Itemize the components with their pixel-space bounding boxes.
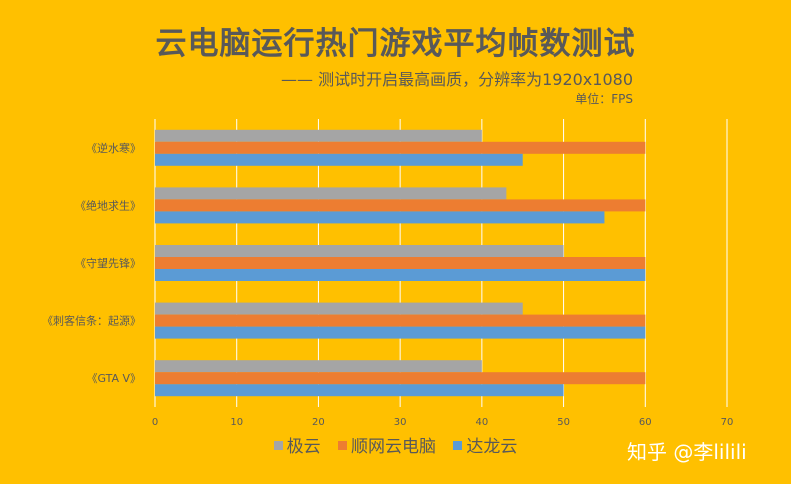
legend-label: 达龙云 [466,437,518,457]
legend-swatch [338,440,347,450]
x-tick-label: 50 [557,417,570,428]
chart-title: 云电脑运行热门游戏平均帧数测试 [155,26,636,62]
bar [155,302,523,315]
category-label: 《绝地求生》 [75,198,141,212]
bar [155,141,646,154]
bar [155,257,646,269]
category-label: 《守望先锋》 [75,256,141,270]
bar [155,360,482,373]
x-tick-label: 60 [639,417,652,428]
x-tick-label: 70 [721,417,734,428]
bar [155,245,564,257]
bar [155,269,646,281]
bar [155,199,646,212]
bar [155,314,646,327]
bar [155,326,646,339]
legend-swatch [453,440,463,450]
category-label: 《刺客信条：起源》 [42,314,141,328]
bar [155,372,646,385]
legend-label: 极云 [286,437,321,457]
chart-subtitle: —— 测试时开启最高画质，分辨率为1920x1080 [281,70,633,89]
legend-item-jiyun: 极云 [273,432,321,457]
watermark: 知乎 @李lilili [627,440,747,464]
bar [155,384,564,397]
x-tick-label: 20 [312,417,325,428]
x-tick-label: 30 [394,417,407,428]
x-tick-label: 10 [230,417,243,428]
x-tick-label: 0 [152,417,158,428]
legend-swatch [273,440,283,450]
legend-item-shunwang: 顺网云电脑 [338,432,436,457]
legend-item-dalong: 达龙云 [453,432,517,457]
unit-label: 单位：FPS [575,92,633,106]
x-tick-label: 40 [475,417,488,428]
category-label: 《逆水寒》 [86,141,141,155]
bar [155,129,482,142]
bar [155,187,507,200]
chart-legend: 极云 顺网云电脑 达龙云 [0,432,791,457]
category-label: 《GTA V》 [86,372,141,385]
bar [155,211,605,224]
bar [155,153,523,166]
legend-label: 顺网云电脑 [351,437,436,457]
